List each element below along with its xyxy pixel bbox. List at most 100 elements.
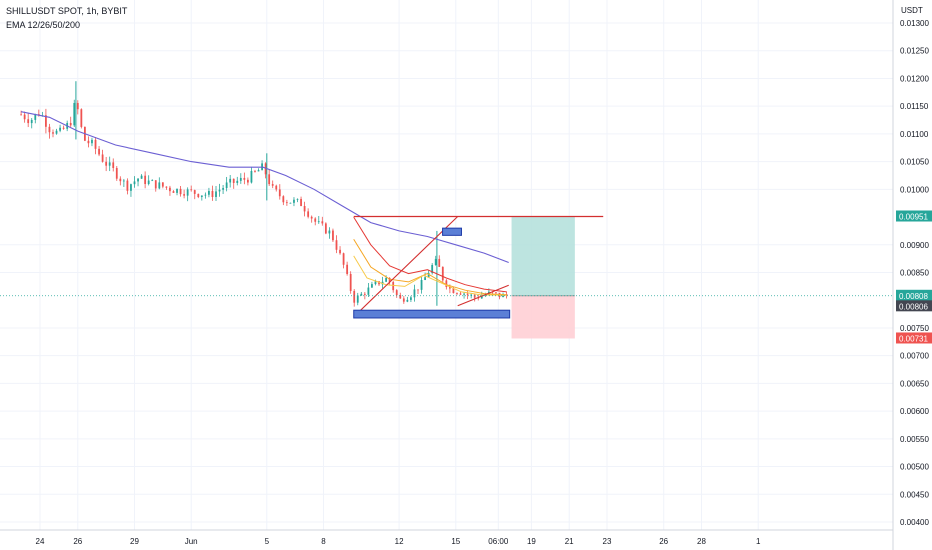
- candle-body: [410, 297, 412, 300]
- candle-body: [300, 198, 302, 207]
- candle-body: [257, 170, 260, 172]
- candle-body: [271, 184, 274, 186]
- candle-body: [243, 177, 246, 180]
- y-tick-label: 0.00900: [900, 241, 929, 250]
- candle-body: [470, 294, 473, 296]
- candle-body: [112, 162, 115, 169]
- candle-body: [427, 273, 430, 278]
- candle-body: [229, 178, 232, 183]
- candle-body: [448, 287, 451, 289]
- candle-body: [62, 127, 65, 129]
- candle-body: [399, 295, 402, 299]
- candle-body: [296, 198, 299, 200]
- candle-body: [27, 119, 30, 124]
- trend-line[interactable]: [353, 216, 459, 318]
- candle-body: [200, 195, 203, 198]
- top-zone-box[interactable]: [442, 227, 462, 236]
- candle-body: [69, 122, 72, 126]
- candle-body: [378, 281, 380, 285]
- candle-body: [211, 190, 214, 198]
- candle-body: [190, 189, 193, 191]
- x-tick-label: 15: [451, 537, 460, 546]
- candle-body: [236, 180, 239, 183]
- candle-body: [278, 189, 281, 197]
- ema-50-line: [353, 216, 507, 293]
- candle-body: [335, 240, 338, 250]
- candle-body: [324, 223, 327, 234]
- candle-body: [438, 258, 441, 267]
- ema-26-line: [353, 238, 507, 296]
- candle-body: [119, 178, 122, 182]
- candle-body: [388, 277, 391, 283]
- candle-body: [310, 216, 313, 219]
- x-tick-label: 29: [130, 537, 139, 546]
- candle-body: [349, 273, 352, 291]
- candle-body: [151, 180, 154, 182]
- candle-body: [456, 293, 458, 294]
- candle-body: [417, 289, 419, 291]
- candle-body: [20, 114, 22, 116]
- candle-body: [225, 182, 228, 189]
- loss-zone[interactable]: [511, 295, 575, 339]
- candle-body: [339, 249, 341, 254]
- candle-body: [154, 180, 157, 189]
- price-label: 0.00731: [899, 334, 928, 343]
- y-tick-label: 0.01000: [900, 185, 929, 194]
- price-label: 0.00808: [899, 292, 928, 301]
- candle-body: [115, 168, 118, 179]
- candle-body: [484, 294, 487, 296]
- y-tick-label: 0.00550: [900, 435, 929, 444]
- candle-body: [45, 115, 47, 127]
- candle-body: [441, 266, 444, 281]
- candle-body: [52, 132, 54, 134]
- candle-body: [101, 154, 104, 162]
- candle-body: [424, 277, 426, 280]
- drawings[interactable]: [0, 215, 893, 339]
- candle-body: [232, 178, 235, 183]
- support-zone-box[interactable]: [353, 309, 511, 319]
- y-tick-label: 0.01200: [900, 74, 929, 83]
- y-tick-label: 0.01300: [900, 19, 929, 28]
- candle-body: [402, 298, 405, 302]
- x-tick-label: 5: [265, 537, 270, 546]
- candle-body: [76, 102, 79, 110]
- ema-200-line: [20, 111, 509, 264]
- candle-body: [346, 264, 349, 274]
- grid: [0, 0, 893, 530]
- candle-body: [105, 161, 108, 166]
- candle-body: [133, 181, 136, 185]
- x-tick-label: 1: [756, 537, 761, 546]
- y-tick-label: 0.00600: [900, 407, 929, 416]
- candle-body: [144, 175, 147, 185]
- profit-zone[interactable]: [511, 216, 575, 296]
- candle-body: [293, 199, 295, 203]
- candle-body: [459, 293, 462, 295]
- candle-body: [204, 194, 207, 196]
- candle-body: [126, 180, 129, 191]
- candle-body: [55, 130, 58, 134]
- price-label-box: [896, 210, 932, 222]
- y-tick-label: 0.00500: [900, 463, 929, 472]
- candle-body: [98, 148, 100, 155]
- candle-body: [314, 218, 317, 222]
- candle-body: [73, 102, 76, 126]
- candle-body: [328, 230, 331, 234]
- candle-body: [165, 186, 168, 188]
- candle-body: [239, 177, 242, 181]
- candle-body: [360, 293, 363, 296]
- candle-body: [208, 190, 210, 195]
- candle-body: [268, 174, 271, 185]
- y-tick-label: 0.00650: [900, 379, 929, 388]
- candle-body: [80, 109, 83, 127]
- candle-body: [247, 179, 249, 183]
- candle-body: [392, 282, 395, 291]
- currency-label: USDT: [901, 6, 923, 15]
- candle-body: [371, 284, 373, 288]
- y-tick-label: 0.00700: [900, 352, 929, 361]
- candle-body: [431, 264, 434, 274]
- candle-body: [463, 293, 465, 295]
- candle-body: [197, 193, 200, 198]
